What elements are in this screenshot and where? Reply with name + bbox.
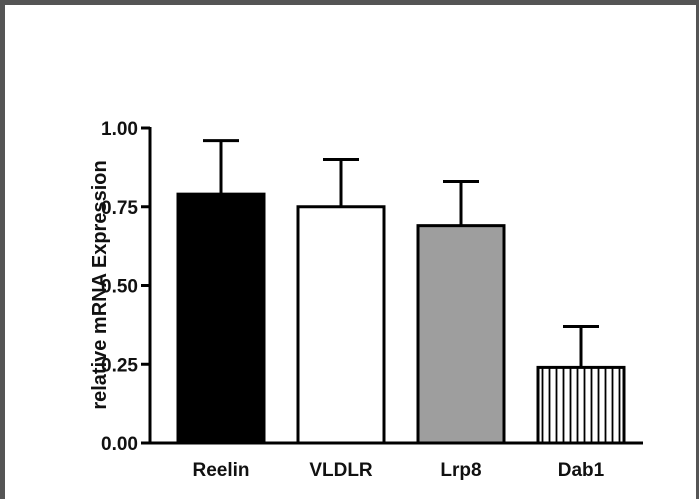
x-tick-label: Lrp8: [440, 460, 481, 481]
x-tick-label: Dab1: [558, 460, 605, 481]
y-axis-title: relative mRNA Expression: [89, 160, 111, 409]
y-tick-label: 1.00: [101, 119, 138, 140]
x-tick-label: VLDLR: [309, 460, 373, 481]
bar: [536, 365, 626, 445]
x-tick-label: Reelin: [192, 460, 249, 481]
plot-area: 0.00 0.25 0.50 0.75 1.00 Reelin VLDLR Lrp8 Dab1: [101, 119, 643, 481]
bar: [176, 192, 266, 445]
bar: [296, 205, 386, 445]
y-tick-label: 0.25: [101, 355, 138, 376]
bar: [416, 224, 506, 445]
y-tick-label: 0.00: [101, 434, 138, 455]
y-tick-label: 0.50: [101, 277, 138, 298]
y-tick-label: 0.75: [101, 198, 138, 219]
